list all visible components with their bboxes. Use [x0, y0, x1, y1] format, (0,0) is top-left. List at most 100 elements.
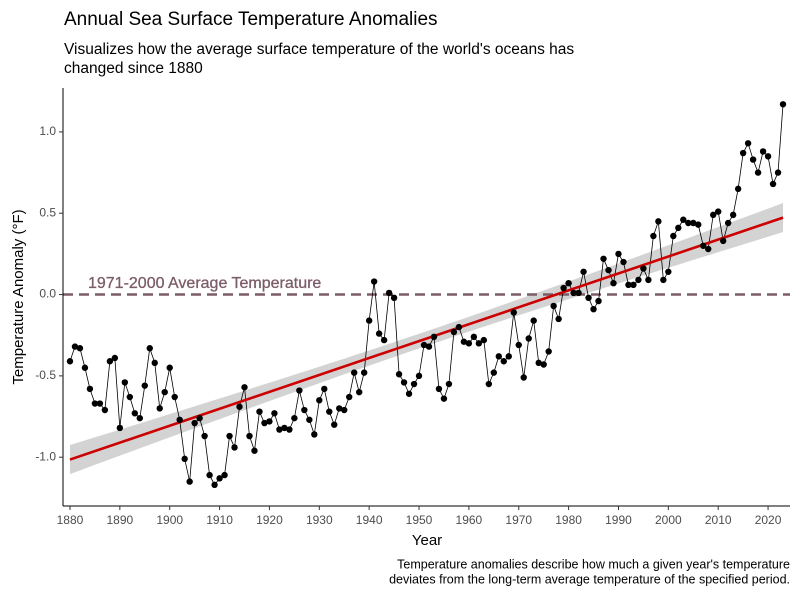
data-point: [585, 294, 592, 302]
data-point: [535, 359, 542, 367]
data-point: [326, 408, 333, 415]
data-point: [96, 400, 104, 407]
data-point: [306, 416, 313, 423]
data-point: [430, 333, 438, 341]
data-point: [630, 281, 637, 289]
data-point: [754, 169, 762, 176]
data-point: [774, 169, 782, 176]
data-point: [650, 232, 657, 240]
data-point: [420, 341, 428, 349]
data-point: [206, 471, 213, 479]
data-point: [690, 219, 697, 227]
data-point: [76, 345, 84, 352]
y-tick-label: -0.5: [35, 368, 56, 382]
data-point: [605, 266, 612, 274]
data-point: [355, 388, 363, 396]
data-point: [91, 400, 99, 407]
data-point: [455, 323, 463, 331]
data-point: [286, 426, 293, 433]
x-tick-label: 1890: [106, 513, 133, 527]
data-point: [405, 390, 413, 397]
data-point: [700, 242, 707, 249]
data-point: [236, 403, 243, 410]
data-point: [186, 478, 193, 485]
x-tick-label: 1940: [356, 513, 383, 527]
data-point: [510, 309, 517, 316]
data-point: [739, 149, 747, 157]
data-point: [296, 387, 303, 394]
data-point: [241, 384, 248, 391]
data-point: [520, 374, 527, 381]
x-tick-label: 1990: [605, 513, 632, 527]
data-point: [400, 379, 408, 386]
x-tick-label: 1950: [406, 513, 433, 527]
data-point: [196, 414, 203, 422]
data-point: [470, 333, 478, 341]
data-point: [575, 289, 582, 297]
data-point: [764, 153, 772, 160]
data-point: [331, 421, 338, 428]
data-point: [560, 284, 567, 292]
trend-line: [69, 216, 784, 461]
data-point: [221, 471, 228, 479]
data-point: [81, 364, 89, 371]
data-point: [475, 340, 483, 347]
x-tick-label: 2020: [755, 513, 782, 527]
data-point: [744, 140, 752, 147]
data-point: [390, 294, 398, 302]
data-point: [779, 101, 787, 108]
data-point: [610, 279, 617, 287]
data-point: [385, 289, 393, 297]
data-point: [291, 414, 298, 422]
data-point: [440, 395, 448, 402]
data-point: [106, 358, 114, 365]
x-tick-label: 1880: [57, 513, 84, 527]
data-point: [375, 330, 383, 337]
data-point: [435, 385, 443, 393]
data-point: [640, 265, 647, 272]
data-point: [141, 382, 148, 389]
x-tick-label: 1960: [456, 513, 483, 527]
data-point: [151, 359, 158, 367]
data-point: [365, 317, 373, 324]
data-point: [769, 180, 777, 188]
data-point: [625, 281, 632, 289]
x-axis-label: Year: [412, 532, 442, 549]
data-point: [565, 279, 572, 287]
data-point: [231, 444, 238, 451]
data-point: [111, 354, 119, 362]
y-axis-label: Temperature Anomaly (°F): [10, 209, 27, 384]
data-point: [261, 419, 268, 427]
data-point: [131, 410, 139, 417]
y-tick-label: 0.0: [39, 287, 56, 301]
data-point: [370, 278, 378, 285]
data-point: [665, 268, 672, 275]
data-point: [251, 447, 258, 454]
data-point: [415, 372, 423, 380]
data-point: [480, 336, 488, 344]
data-point: [660, 276, 667, 284]
data-point: [495, 353, 503, 360]
data-point: [719, 237, 727, 245]
chart-subtitle: changed since 1880: [64, 60, 203, 77]
data-point: [729, 211, 737, 219]
data-point: [201, 432, 208, 440]
data-point: [550, 302, 557, 310]
data-point: [341, 406, 348, 414]
y-tick-label: 0.5: [39, 205, 56, 219]
data-point: [271, 410, 278, 417]
data-point: [759, 148, 767, 155]
data-point: [301, 406, 308, 414]
data-point: [525, 335, 532, 342]
data-point: [350, 369, 358, 376]
data-point: [281, 424, 288, 432]
x-tick-label: 2010: [705, 513, 732, 527]
data-point: [136, 414, 143, 422]
x-tick-label: 2000: [655, 513, 682, 527]
data-point: [256, 408, 263, 415]
data-point: [216, 475, 223, 482]
data-point: [101, 406, 109, 414]
x-tick-label: 1980: [555, 513, 582, 527]
data-point: [410, 380, 418, 388]
